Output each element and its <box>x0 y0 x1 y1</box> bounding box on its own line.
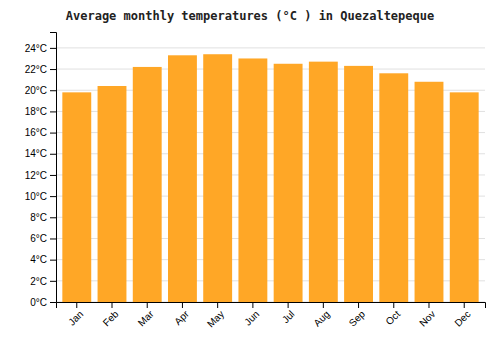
y-tick-mark <box>50 175 56 176</box>
y-tick: 24°C <box>25 43 56 54</box>
y-tick-mark <box>50 260 56 261</box>
y-tick-label: 20°C <box>25 85 47 96</box>
bar <box>62 92 91 302</box>
y-axis: 0°C 2°C 4°C 6°C 8°C 10°C 12°C 14°C 16°C 18°C 20°C 2… <box>25 33 57 308</box>
x-tick-mark <box>464 302 465 308</box>
x-tick-mark <box>428 302 429 308</box>
y-tick: 14°C <box>25 148 56 159</box>
y-tick-mark <box>50 196 56 197</box>
x-tick-label: Feb <box>101 308 121 328</box>
y-tick: 20°C <box>25 85 56 96</box>
bars <box>62 54 478 302</box>
x-tick: Jan <box>66 302 85 328</box>
y-tick: 16°C <box>25 127 56 138</box>
x-tick: Feb <box>101 302 121 328</box>
x-tick-mark <box>182 302 183 308</box>
y-tick: 18°C <box>25 106 56 117</box>
x-axis-line <box>57 303 486 309</box>
grid <box>56 48 485 302</box>
x-tick-mark <box>112 302 113 308</box>
y-tick: 6°C <box>30 233 56 244</box>
y-tick: 4°C <box>30 254 56 265</box>
bar <box>379 73 408 302</box>
x-tick: May <box>205 302 226 330</box>
y-tick: 8°C <box>30 212 56 223</box>
y-tick-mark <box>50 238 56 239</box>
y-tick-label: 14°C <box>25 148 47 159</box>
x-tick: Oct <box>383 302 402 327</box>
bar <box>238 58 267 302</box>
y-tick-label: 0°C <box>30 297 47 308</box>
bar <box>309 62 338 302</box>
y-tick-mark <box>50 48 56 49</box>
title: Average monthly temperatures (°C ) in Qu… <box>66 9 434 23</box>
y-tick: 2°C <box>30 276 56 287</box>
bar <box>274 64 303 302</box>
x-tick: Aug <box>311 302 331 329</box>
y-tick: 10°C <box>25 191 56 202</box>
y-tick-label: 12°C <box>25 170 47 181</box>
y-tick-label: 8°C <box>30 212 47 223</box>
x-tick-label: Oct <box>383 308 402 327</box>
x-tick-label: Nov <box>417 308 437 328</box>
x-tick-mark <box>288 302 289 308</box>
x-tick-label: Jul <box>280 308 297 325</box>
bar <box>450 92 479 302</box>
x-tick: Jul <box>280 302 297 325</box>
x-tick-mark <box>393 302 394 308</box>
y-tick-mark <box>50 111 56 112</box>
y-tick: 0°C <box>30 297 56 308</box>
x-tick-mark <box>76 302 77 308</box>
bar <box>168 55 197 302</box>
y-tick-label: 24°C <box>25 43 47 54</box>
y-tick-label: 10°C <box>25 191 47 202</box>
bar <box>344 66 373 302</box>
grid-line <box>56 47 485 48</box>
bar <box>203 54 232 302</box>
x-tick: Apr <box>172 302 191 327</box>
y-tick-label: 4°C <box>30 254 47 265</box>
x-tick-label: Apr <box>172 308 191 327</box>
plot: Jan Feb Mar Apr May Jun Jul Aug Sep Oct Nov Dec 0°C 2… <box>25 33 486 330</box>
x-tick-mark <box>147 302 148 308</box>
x-tick-label: Aug <box>311 308 331 328</box>
y-tick-mark <box>50 217 56 218</box>
y-axis-line <box>50 33 57 303</box>
y-tick-mark <box>50 302 56 303</box>
x-tick-label: Jan <box>66 308 85 327</box>
y-tick-label: 6°C <box>30 233 47 244</box>
x-tick-mark <box>252 302 253 308</box>
chart: Jan Feb Mar Apr May Jun Jul Aug Sep Oct Nov Dec 0°C 2… <box>0 0 500 350</box>
x-tick: Dec <box>452 302 472 329</box>
y-tick: 22°C <box>25 64 56 75</box>
x-tick-mark <box>323 302 324 308</box>
bar <box>415 82 444 302</box>
y-tick-label: 18°C <box>25 106 47 117</box>
y-tick-label: 22°C <box>25 64 47 75</box>
y-tick-mark <box>50 133 56 134</box>
y-tick-mark <box>50 90 56 91</box>
grid-line <box>56 69 485 70</box>
x-tick-label: Jun <box>242 308 261 327</box>
y-tick-label: 2°C <box>30 276 47 287</box>
y-tick-mark <box>50 154 56 155</box>
x-tick-label: Sep <box>347 308 368 329</box>
x-axis: Jan Feb Mar Apr May Jun Jul Aug Sep Oct Nov Dec <box>57 302 486 330</box>
x-tick-mark <box>358 302 359 308</box>
x-tick: Jun <box>242 302 261 328</box>
y-tick-mark <box>50 281 56 282</box>
x-tick-label: May <box>205 308 226 329</box>
y-tick-label: 16°C <box>25 127 47 138</box>
bar <box>133 67 162 302</box>
x-tick-mark <box>217 302 218 308</box>
y-tick-mark <box>50 69 56 70</box>
x-tick-label: Dec <box>452 308 472 328</box>
bar <box>98 86 127 302</box>
x-tick: Sep <box>347 302 368 329</box>
x-tick-label: Mar <box>136 308 156 328</box>
y-tick: 12°C <box>25 170 56 181</box>
x-tick: Nov <box>417 302 437 329</box>
x-tick: Mar <box>136 302 156 328</box>
